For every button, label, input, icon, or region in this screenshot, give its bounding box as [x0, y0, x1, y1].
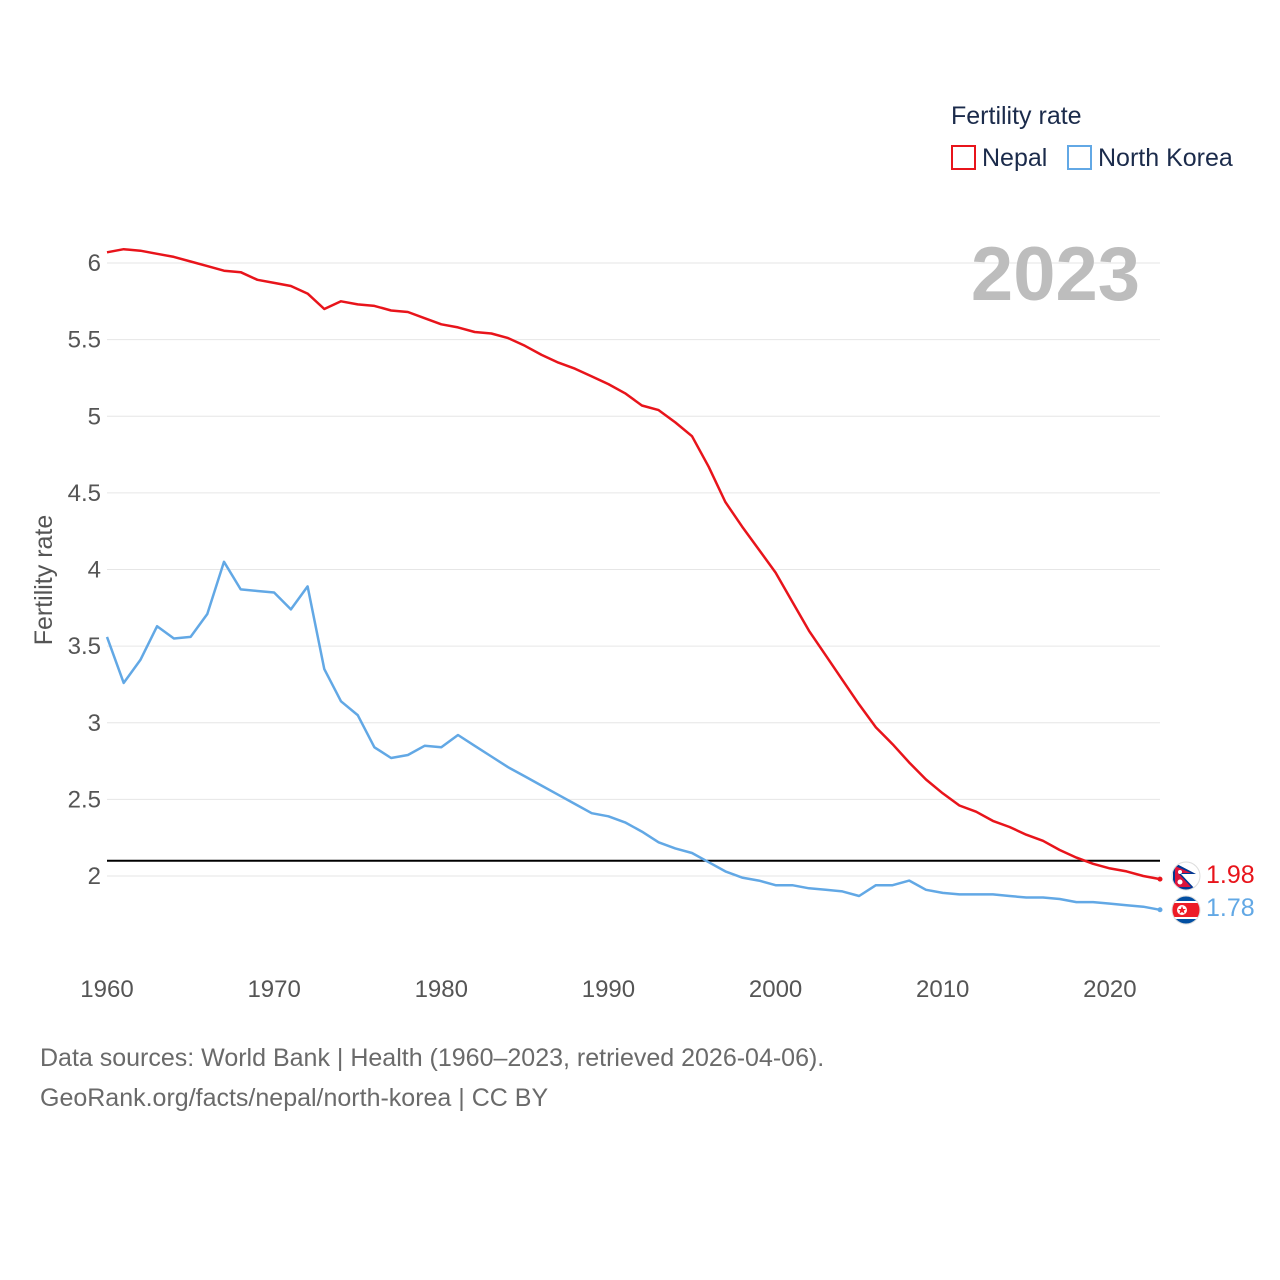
year-label: 2023: [971, 232, 1140, 317]
series-line-nepal[interactable]: [106, 247, 1161, 881]
series-line-north-korea[interactable]: [105, 560, 1161, 912]
end-value-label-nepal: 1.98: [1206, 861, 1255, 889]
legend-item-nepal[interactable]: Nepal: [951, 144, 1047, 172]
x-tick-label: 2010: [916, 976, 969, 1003]
series-end-point-nepal: [1157, 876, 1163, 882]
legend-item-north-korea[interactable]: North Korea: [1067, 144, 1233, 172]
y-tick-label: 2.5: [68, 786, 101, 813]
y-tick-label: 3.5: [68, 633, 101, 660]
x-tick-label: 1990: [582, 976, 635, 1003]
legend-label-nepal: Nepal: [982, 144, 1047, 172]
legend-swatch-nepal: [951, 145, 976, 170]
y-axis-label: Fertility rate: [30, 515, 58, 646]
y-tick-label: 6: [88, 250, 101, 277]
north-korea-flag-icon: [1171, 895, 1201, 925]
x-axis-ticks: 1960 1970 1980 1990 2000 2010 2020: [80, 976, 1136, 1003]
end-value-label-north-korea: 1.78: [1206, 894, 1255, 922]
x-tick-label: 1980: [415, 976, 468, 1003]
nepal-flag-icon: [1171, 861, 1201, 891]
y-tick-label: 5.5: [68, 327, 101, 354]
source-link-text[interactable]: GeoRank.org/facts/nepal/north-korea | CC…: [40, 1084, 549, 1112]
x-tick-label: 2000: [749, 976, 802, 1003]
y-tick-label: 4.5: [68, 480, 101, 507]
y-tick-label: 4: [88, 557, 101, 584]
legend-swatch-north-korea: [1067, 145, 1092, 170]
grid-lines: [107, 262, 1160, 877]
y-tick-label: 2: [88, 863, 101, 890]
series-end-point-north-korea: [1157, 907, 1163, 913]
y-tick-label: 3: [88, 710, 101, 737]
series-end-markers: [1157, 876, 1163, 913]
series-lines: [105, 247, 1161, 912]
y-axis-ticks: 2 2.5 3 3.5 4 4.5 5 5.5 6: [68, 250, 101, 890]
data-source-text: Data sources: World Bank | Health (1960–…: [40, 1044, 825, 1072]
legend-title: Fertility rate: [951, 102, 1082, 130]
x-tick-label: 1970: [247, 976, 300, 1003]
x-tick-label: 2020: [1083, 976, 1136, 1003]
x-tick-label: 1960: [80, 976, 133, 1003]
legend: Fertility rate Nepal North Korea: [951, 102, 1233, 172]
y-tick-label: 5: [88, 403, 101, 430]
legend-label-north-korea: North Korea: [1098, 144, 1233, 172]
